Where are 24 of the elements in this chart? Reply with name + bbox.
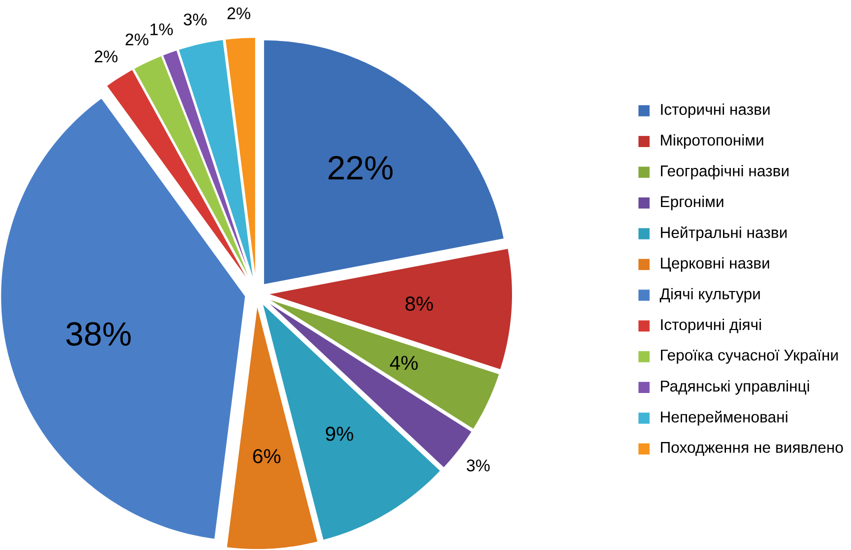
data-label: 2% — [126, 33, 148, 46]
data-label: 8% — [406, 296, 433, 311]
data-label: 2% — [94, 50, 118, 62]
legend-label: Нейтральні назви — [660, 226, 787, 242]
legend-label: Географічні назви — [660, 164, 788, 180]
data-label: 2% — [228, 7, 250, 20]
legend-label: Героїка сучасної України — [660, 350, 838, 364]
data-label: 4% — [390, 356, 418, 370]
data-label: 3% — [466, 459, 490, 472]
data-label: 6% — [253, 448, 280, 464]
legend-label: Історичні назви — [661, 103, 770, 118]
legend-label: Походження не виявлено — [660, 442, 843, 456]
data-label: 3% — [184, 14, 207, 26]
data-label: 9% — [326, 426, 354, 441]
legend-label: Історичні діячі — [661, 318, 761, 334]
data-label: 1% — [150, 23, 173, 36]
legend-label: Радянські управлінці — [660, 380, 809, 395]
legend-label: Мікротопоніми — [660, 134, 764, 149]
data-label: 22% — [328, 156, 393, 180]
legend-label: Церковні назви — [660, 257, 770, 272]
data-label: 38% — [66, 322, 131, 346]
legend-label: Ергоніми — [660, 196, 724, 210]
legend-label: Діячі культури — [660, 288, 760, 302]
legend-label: Неперейменовані — [660, 410, 788, 426]
